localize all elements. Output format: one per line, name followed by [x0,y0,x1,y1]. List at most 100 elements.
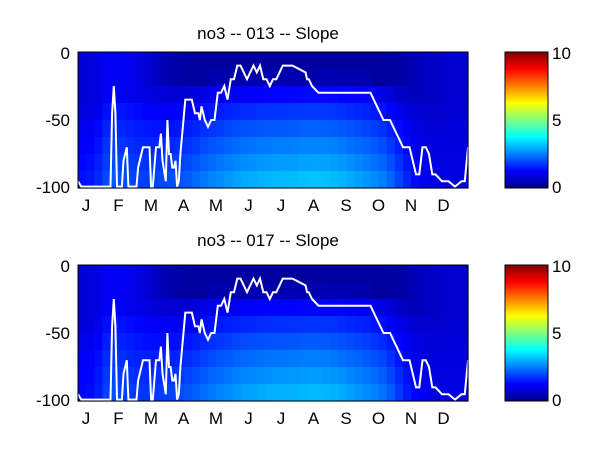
heatmap-cell [370,350,380,368]
heatmap-cell [289,103,298,121]
heatmap-cell [411,86,420,104]
heatmap-cell [411,52,420,70]
heatmap-cell [94,171,103,189]
heatmap-cell [240,367,250,385]
heatmap-cell [378,86,388,104]
heatmap-cell [411,171,420,189]
heatmap-cell [370,137,380,155]
heatmap-cell [208,384,217,402]
heatmap-cell [78,86,87,104]
panel-1-ytick-0: 0 [61,44,70,63]
heatmap-cell [354,316,363,334]
heatmap-cell [427,350,437,368]
heatmap-cell [167,316,177,334]
heatmap-cell [443,333,453,351]
heatmap-cell [175,137,185,155]
heatmap-cell [94,103,103,121]
heatmap-cell [346,265,355,283]
heatmap-cell [451,137,461,155]
heatmap-cell [256,86,266,104]
heatmap-cell [126,52,136,70]
heatmap-cell [419,282,428,300]
heatmap-cell [281,137,290,155]
heatmap-cell [273,137,282,155]
heatmap-cell [175,350,185,368]
heatmap-cell [143,265,152,283]
heatmap-cell [240,69,250,87]
heatmap-cell [305,265,315,283]
heatmap-cell [94,52,103,70]
heatmap-cell [134,120,144,138]
heatmap-cell [143,384,152,402]
heatmap-cell [248,367,258,385]
heatmap-cell [346,316,355,334]
heatmap-cell [419,384,428,402]
heatmap-cell [159,282,168,300]
heatmap-cell [329,69,339,87]
heatmap-cell [394,86,404,104]
heatmap-cell [86,333,95,351]
panel-1-colorbar-bar [504,51,549,189]
heatmap-cell [167,384,177,402]
heatmap-cell [240,333,250,351]
heatmap-cell [451,367,461,385]
panel-1-xtick-5: J [244,196,253,215]
heatmap-cell [175,103,185,121]
heatmap-cell [134,86,144,104]
heatmap-cell [354,171,363,189]
heatmap-cell [208,69,217,87]
heatmap-cell [78,384,87,402]
heatmap-cell [143,103,152,121]
heatmap-cell [183,171,193,189]
panel-1-xtick-3: A [178,196,190,215]
heatmap-cell [159,316,168,334]
panel-1-xtick-1: F [113,196,123,215]
heatmap-cell [232,69,242,87]
heatmap-cell [362,137,372,155]
heatmap-cell [191,333,201,351]
heatmap-cell [346,52,355,70]
heatmap-cell [427,171,437,189]
heatmap-cell [232,86,242,104]
heatmap-cell [354,69,363,87]
heatmap-cell [305,103,315,121]
heatmap-cell [459,69,469,87]
heatmap-cell [305,316,315,334]
heatmap-cell [240,103,250,121]
heatmap-cell [419,52,428,70]
heatmap-cell [273,52,282,70]
heatmap-cell [313,333,323,351]
heatmap-cell [386,333,396,351]
heatmap-cell [443,282,453,300]
heatmap-cell [305,171,315,189]
heatmap-cell [102,103,112,121]
heatmap-cell [459,137,469,155]
heatmap-cell [321,282,331,300]
panel-2-ytick-100: -100 [36,391,70,410]
heatmap-cell [94,333,103,351]
heatmap-cell [273,350,282,368]
heatmap-cell [362,282,372,300]
heatmap-cell [386,384,396,402]
heatmap-cell [338,384,347,402]
heatmap-cell [451,282,461,300]
heatmap-cell [362,265,372,283]
heatmap-cell [403,171,412,189]
heatmap-cell [329,103,339,121]
heatmap-cell [411,367,420,385]
heatmap-cell [240,137,250,155]
heatmap-cell [110,350,120,368]
heatmap-cell [264,171,274,189]
heatmap-cell [459,86,469,104]
heatmap-cell [110,52,120,70]
heatmap-cell [264,86,274,104]
heatmap-cell [216,52,225,70]
heatmap-cell [313,120,323,138]
heatmap-cell [419,171,428,189]
heatmap-cell [159,350,168,368]
heatmap-cell [346,154,355,172]
heatmap-cell [143,350,152,368]
heatmap-cell [338,69,347,87]
heatmap-cell [313,137,323,155]
heatmap-cell [248,120,258,138]
